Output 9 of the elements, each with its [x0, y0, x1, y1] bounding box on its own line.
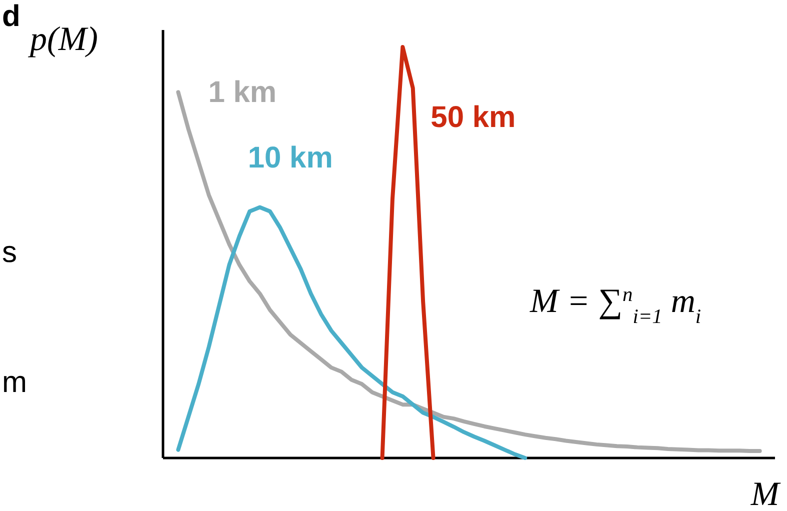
text: s [2, 236, 17, 269]
series-label: 1 km [208, 76, 277, 110]
annotation: M = ∑$^{n}$$_{i=1}$ m$_{i}$ [529, 283, 702, 328]
text: d [2, 0, 20, 33]
text: m [2, 366, 27, 399]
y-axis-title: p(M) [28, 21, 98, 58]
series-label: 10 km [248, 141, 333, 174]
x-axis-title: M [750, 476, 781, 511]
series-label: 50 km [430, 101, 516, 134]
